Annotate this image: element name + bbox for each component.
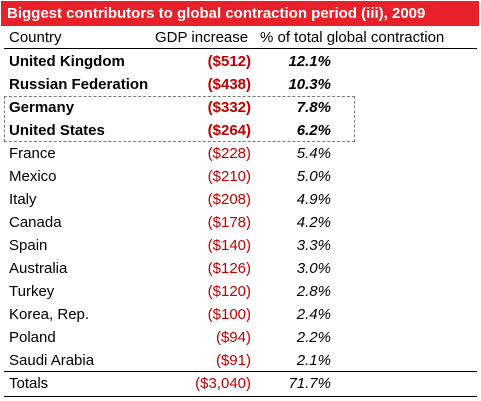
table-row: Germany ($332) 7.8% [0,96,481,119]
country-cell: Turkey [9,283,55,300]
pct-cell: 3.3% [296,237,331,254]
pct-cell: 12.1% [288,53,331,70]
country-cell: Italy [9,191,37,208]
pct-cell: 10.3% [288,76,331,93]
pct-cell: 3.0% [296,260,331,277]
gdp-cell: ($210) [207,168,251,185]
gdp-cell: ($512) [207,53,251,70]
country-cell: Saudi Arabia [9,352,95,369]
gdp-cell: ($332) [207,99,251,116]
table-row: Italy ($208) 4.9% [0,188,481,211]
table-row: Canada ($178) 4.2% [0,211,481,234]
pct-cell: 2.1% [296,352,331,369]
table-row: Spain ($140) 3.3% [0,234,481,257]
country-cell: United Kingdom [9,53,125,70]
header-divider [4,48,477,49]
pct-cell: 2.2% [296,329,331,346]
country-cell: Russian Federation [9,76,149,93]
gdp-cell: ($140) [207,237,251,254]
table-title: Biggest contributors to global contracti… [1,1,479,26]
table-row: Russian Federation ($438) 10.3% [0,73,481,96]
table-header: Country GDP increase % of total global c… [0,27,481,49]
country-cell: Spain [9,237,48,254]
pct-cell: 6.2% [296,122,331,139]
gdp-cell: ($100) [207,306,251,323]
column-header-country: Country [9,29,62,46]
totals-gdp: ($3,040) [195,375,251,392]
totals-row: Totals ($3,040) 71.7% [0,371,481,396]
gdp-cell: ($208) [207,191,251,208]
totals-label: Totals [9,375,49,392]
gdp-cell: ($91) [215,352,251,369]
table-row: Korea, Rep. ($100) 2.4% [0,303,481,326]
table-row: Poland ($94) 2.2% [0,326,481,349]
table-row: United States ($264) 6.2% [0,119,481,142]
country-cell: France [9,145,56,162]
country-cell: United States [9,122,105,139]
gdp-cell: ($228) [207,145,251,162]
gdp-cell: ($438) [207,76,251,93]
column-header-gdp: GDP increase [155,29,249,46]
country-cell: Mexico [9,168,57,185]
table-row: Turkey ($120) 2.8% [0,280,481,303]
table-row: France ($228) 5.4% [0,142,481,165]
gdp-cell: ($178) [207,214,251,231]
gdp-cell: ($120) [207,283,251,300]
country-cell: Canada [9,214,62,231]
country-cell: Australia [9,260,68,277]
pct-cell: 7.8% [296,99,331,116]
pct-cell: 4.2% [296,214,331,231]
column-header-pct: % of total global contraction [260,29,445,46]
pct-cell: 2.4% [296,306,331,323]
country-cell: Korea, Rep. [9,306,90,323]
table-row: Saudi Arabia ($91) 2.1% [0,349,481,372]
bottom-divider [4,396,477,397]
gdp-cell: ($126) [207,260,251,277]
gdp-cell: ($264) [207,122,251,139]
totals-divider [4,371,477,372]
gdp-cell: ($94) [215,329,251,346]
highlight-box [4,96,355,142]
totals-pct: 71.7% [288,375,331,392]
country-cell: Germany [9,99,75,116]
table-row: United Kingdom ($512) 12.1% [0,50,481,73]
table-row: Australia ($126) 3.0% [0,257,481,280]
table-row: Mexico ($210) 5.0% [0,165,481,188]
pct-cell: 2.8% [296,283,331,300]
pct-cell: 4.9% [296,191,331,208]
pct-cell: 5.0% [296,168,331,185]
pct-cell: 5.4% [296,145,331,162]
country-cell: Poland [9,329,56,346]
